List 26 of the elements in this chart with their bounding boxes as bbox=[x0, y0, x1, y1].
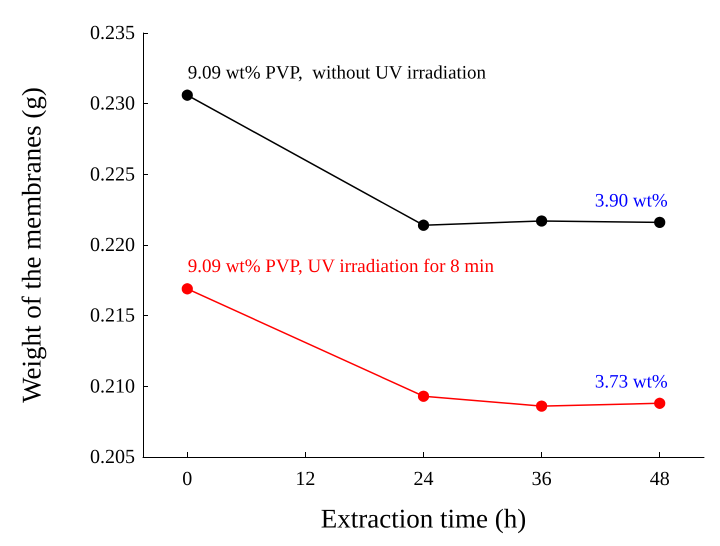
x-tick-label: 24 bbox=[414, 468, 434, 490]
point bbox=[418, 390, 430, 402]
x-tick-label: 36 bbox=[532, 468, 552, 490]
y-tick-label: 0.230 bbox=[90, 92, 135, 115]
point bbox=[182, 90, 193, 101]
annotation: 3.90 wt% bbox=[594, 190, 668, 212]
y-tick-label: 0.215 bbox=[90, 304, 135, 327]
point bbox=[654, 216, 666, 228]
x-tick-label: 12 bbox=[295, 468, 316, 490]
point bbox=[536, 215, 548, 227]
y-tick-label: 0.205 bbox=[90, 446, 135, 468]
y-tick-label: 0.235 bbox=[90, 22, 135, 44]
y-tick-label: 0.220 bbox=[90, 234, 135, 256]
y-tick-label: 0.225 bbox=[90, 163, 135, 186]
point bbox=[182, 283, 193, 294]
annotation: 3.73 wt% bbox=[594, 371, 668, 392]
point bbox=[418, 220, 430, 231]
x-tick-label: 0 bbox=[182, 468, 192, 490]
y-tick-label: 0.210 bbox=[90, 375, 135, 398]
point bbox=[654, 398, 666, 409]
y-axis-title: Weight of the membranes (g) bbox=[16, 87, 46, 403]
x-tick-label: 48 bbox=[650, 468, 670, 490]
series-label: 9.09 wt% PVP, without UV irradiation bbox=[188, 62, 487, 84]
x-axis-title: Extraction time (h) bbox=[320, 504, 526, 534]
series-label: 9.09 wt% PVP, UV irradiation for 8 min bbox=[188, 256, 494, 278]
point bbox=[536, 400, 548, 412]
